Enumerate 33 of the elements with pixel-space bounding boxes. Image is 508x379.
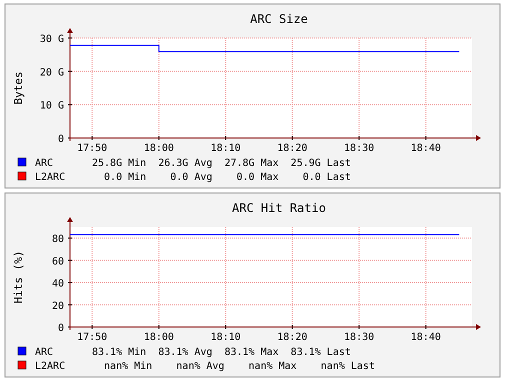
y-axis-title: Bytes xyxy=(12,71,25,105)
x-tick-label: 17:50 xyxy=(77,143,108,154)
x-tick-label: 18:10 xyxy=(210,332,241,343)
y-tick-label: 20 G xyxy=(40,67,64,78)
x-tick-label: 18:40 xyxy=(410,143,441,154)
x-tick-label: 18:30 xyxy=(344,332,374,343)
x-tick-label: 18:00 xyxy=(144,332,174,343)
x-tick-label: 18:20 xyxy=(277,332,308,343)
text: nan% Min nan% Avg nan% Max nan% Last xyxy=(92,361,375,372)
legend-label: L2ARC xyxy=(35,172,66,183)
legend-label: ARC xyxy=(35,158,54,169)
text: 83.1% Min 83.1% Avg 83.1% Max 83.1% Last xyxy=(92,347,351,358)
x-tick-label: 18:30 xyxy=(344,143,374,154)
legend-label: L2ARC xyxy=(35,361,66,372)
text: 0.0 Min 0.0 Avg 0.0 Max 0.0 Last xyxy=(92,172,351,183)
y-tick-label: 0 xyxy=(58,134,64,145)
x-tick-label: 18:00 xyxy=(144,143,174,154)
y-tick-label: 20 xyxy=(52,300,64,312)
y-tick-label: 40 xyxy=(52,278,64,290)
y-tick-label: 0 xyxy=(58,323,64,334)
x-tick-label: 17:50 xyxy=(77,332,108,343)
x-tick-label: 18:10 xyxy=(210,143,241,154)
y-tick-label: 30 G xyxy=(40,34,64,45)
y-tick-label: 80 xyxy=(52,234,64,246)
x-tick-label: 18:20 xyxy=(277,143,308,154)
x-tick-label: 18:40 xyxy=(410,332,441,343)
y-axis-title: Hits (%) xyxy=(12,250,25,304)
chart-title: ARC Hit Ratio xyxy=(232,201,326,215)
y-tick-label: 10 G xyxy=(40,100,64,112)
y-tick-label: 60 xyxy=(52,256,64,268)
text: 25.8G Min 26.3G Avg 27.8G Max 25.9G Last xyxy=(92,158,351,169)
chart-title: ARC Size xyxy=(250,12,308,26)
legend-label: ARC xyxy=(35,347,54,358)
